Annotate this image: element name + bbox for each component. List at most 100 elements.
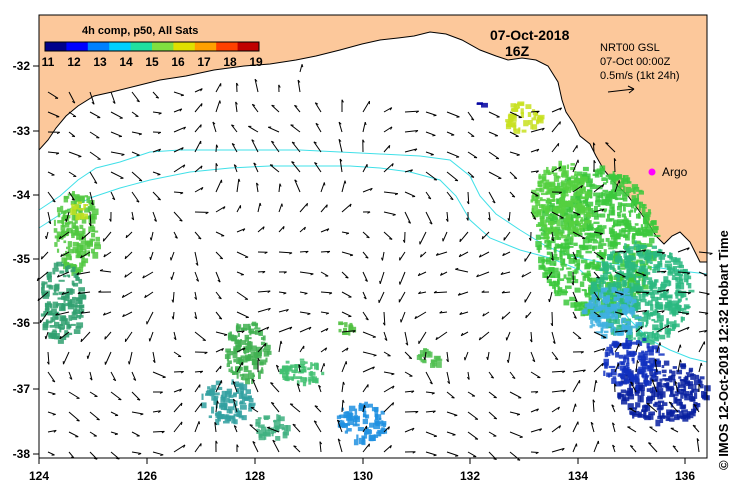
sst-pixel: [668, 321, 675, 325]
sst-pixel: [622, 174, 629, 182]
current-vector: [39, 311, 49, 324]
current-vector-head: [179, 219, 183, 222]
sst-pixel: [422, 351, 426, 357]
sst-pixel: [80, 309, 85, 313]
sst-pixel: [538, 264, 545, 270]
current-vector: [257, 326, 269, 333]
sst-pixel: [337, 423, 345, 428]
current-vector: [296, 383, 301, 393]
current-vector: [194, 103, 203, 113]
current-vector: [635, 325, 643, 333]
sst-pixel: [634, 373, 640, 380]
current-vector: [593, 208, 605, 213]
sst-pixel: [54, 242, 58, 247]
sst-pixel: [593, 216, 599, 220]
current-vector: [572, 291, 578, 303]
current-vector: [572, 184, 583, 193]
current-vector: [362, 351, 377, 356]
current-vector-head: [516, 413, 520, 416]
current-vector: [267, 126, 280, 133]
sst-pixel: [600, 300, 606, 307]
current-vector-head: [562, 389, 566, 393]
sst-pixel: [257, 372, 261, 380]
sst-pixel: [368, 403, 373, 408]
current-vector: [68, 431, 79, 438]
sst-pixel: [67, 241, 72, 248]
sst-pixel: [641, 226, 648, 233]
sst-pixel: [610, 347, 614, 353]
sst-pixel: [74, 218, 78, 224]
current-vector: [614, 180, 620, 193]
current-vector-head: [94, 181, 98, 184]
current-vector-head: [532, 359, 536, 363]
sst-pixel: [657, 388, 664, 395]
current-vector-head: [654, 358, 658, 362]
sst-pixel: [622, 198, 628, 202]
sst-pixel: [648, 413, 654, 420]
sst-pixel: [684, 393, 687, 398]
current-vector: [61, 291, 70, 296]
sst-pixel: [644, 375, 649, 383]
current-vector: [654, 358, 658, 373]
sst-pixel: [619, 361, 624, 365]
current-vector-head: [326, 204, 328, 208]
sst-pixel: [639, 358, 646, 362]
current-vector: [458, 251, 469, 258]
sst-pixel: [374, 419, 380, 425]
current-vector-head: [414, 148, 418, 152]
sst-pixel: [67, 275, 71, 278]
sst-pixel: [297, 371, 305, 374]
sst-pixel: [682, 390, 686, 396]
sst-pixel: [66, 265, 71, 270]
current-vector: [467, 191, 470, 205]
current-vector-head: [405, 342, 409, 346]
current-vector-head: [446, 359, 449, 363]
current-vector: [215, 206, 226, 213]
sst-pixel: [604, 310, 609, 315]
sst-pixel: [569, 296, 576, 302]
current-vector-head: [529, 339, 533, 343]
sst-pixel: [217, 410, 222, 415]
current-vector-head: [36, 277, 39, 281]
sst-pixel: [672, 394, 676, 398]
sst-pixel: [651, 345, 659, 350]
current-vector: [509, 451, 521, 461]
sst-pixel: [614, 255, 619, 263]
current-vector: [131, 191, 140, 203]
current-vector-head: [215, 440, 218, 444]
current-vector-head: [668, 401, 673, 404]
sst-pixel: [619, 269, 622, 275]
sst-pixel: [538, 256, 545, 264]
sst-pixel: [583, 222, 587, 229]
sst-pixel: [631, 195, 637, 202]
sst-pixel: [583, 308, 588, 315]
current-vector: [236, 251, 249, 258]
current-vector-head: [559, 121, 561, 125]
current-vector: [87, 351, 91, 359]
current-vector-head: [223, 206, 226, 210]
sst-pixel: [678, 307, 684, 312]
sst-pixel: [570, 163, 575, 166]
current-vector: [47, 411, 56, 415]
current-vector-head: [51, 380, 56, 383]
sst-pixel: [688, 381, 693, 386]
sst-pixel: [583, 213, 588, 220]
sst-pixel: [286, 369, 290, 375]
sst-pixel: [624, 233, 630, 241]
current-vector-head: [215, 163, 218, 167]
sst-pixel: [590, 319, 594, 325]
sst-pixel: [540, 236, 546, 240]
current-vectors: [36, 64, 713, 461]
current-vector-head: [253, 162, 257, 166]
sst-pixel: [561, 291, 569, 294]
current-vector-head: [592, 399, 596, 403]
current-vector-head: [408, 357, 412, 360]
current-vector: [194, 443, 202, 453]
current-vector-head: [158, 410, 161, 414]
current-vector: [446, 111, 460, 118]
sst-pixel: [654, 327, 661, 331]
sst-pixel: [568, 220, 574, 228]
sst-pixel: [673, 393, 679, 397]
sst-pixel: [612, 376, 617, 379]
sst-pixel: [674, 270, 681, 276]
